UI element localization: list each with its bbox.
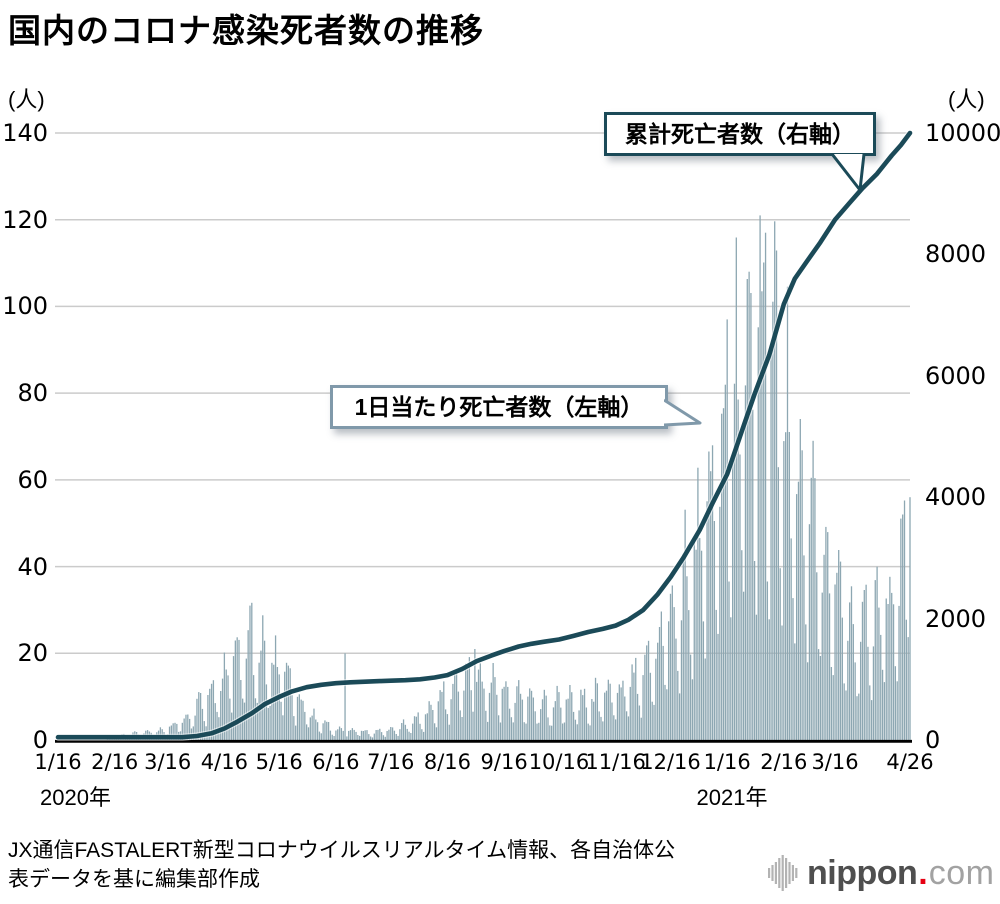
left-axis-unit: (人)	[8, 87, 45, 112]
daily-series-callout: 1日当たり死亡者数（左軸）	[330, 385, 668, 429]
cumulative-series-callout: 累計死亡者数（右軸）	[604, 112, 876, 156]
cumulative-callout-tail-icon	[830, 154, 866, 192]
right-axis-unit: (人)	[948, 87, 985, 112]
nippon-logo: nippon . com	[768, 853, 994, 893]
source-line-1: JX通信FASTALERT新型コロナウイルスリアルタイム情報、各自治体公	[8, 839, 676, 862]
year-label-2021: 2021年	[696, 785, 768, 810]
source-line-2: 表データを基に編集部作成	[8, 868, 260, 891]
daily-bars	[106, 215, 911, 741]
gridlines	[55, 132, 910, 655]
year-label-2020: 2020年	[40, 785, 111, 810]
daily-callout-tail-icon	[664, 398, 702, 427]
logo-name: nippon	[807, 853, 918, 892]
soundwave-icon	[768, 855, 798, 891]
cumulative-line	[54, 129, 914, 741]
page-title: 国内のコロナ感染死者数の推移	[8, 12, 484, 49]
source-note: JX通信FASTALERT新型コロナウイルスリアルタイム情報、各自治体公 表デー…	[8, 836, 675, 894]
logo-tld: com	[928, 853, 995, 892]
logo-dot: .	[918, 853, 928, 892]
